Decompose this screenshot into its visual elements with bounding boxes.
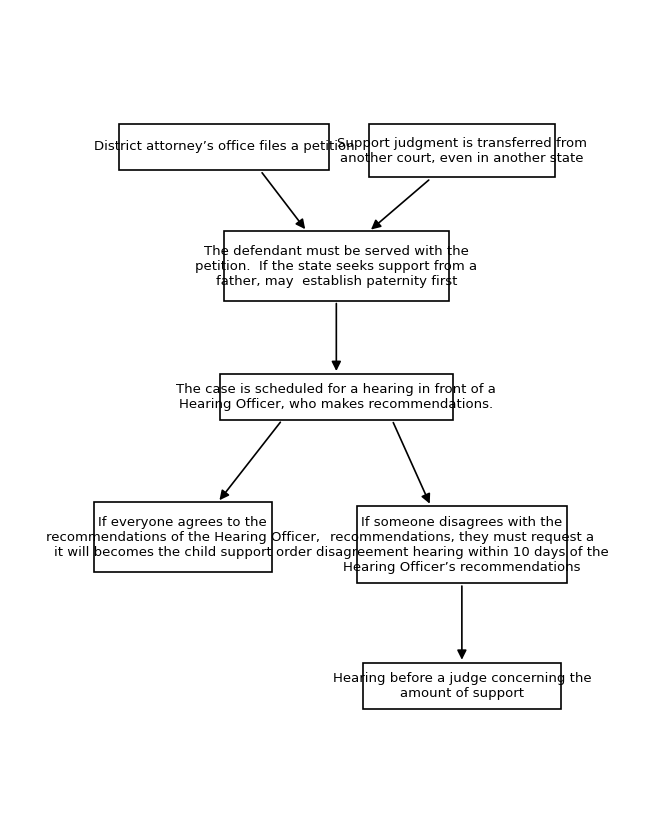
Text: The case is scheduled for a hearing in front of a
Hearing Officer, who makes rec: The case is scheduled for a hearing in f…: [176, 383, 496, 411]
FancyArrowPatch shape: [373, 180, 429, 228]
FancyBboxPatch shape: [357, 506, 566, 583]
FancyArrowPatch shape: [262, 173, 304, 227]
Text: If everyone agrees to the
recommendations of the Hearing Officer,
it will become: If everyone agrees to the recommendation…: [46, 515, 320, 559]
FancyBboxPatch shape: [94, 502, 272, 572]
FancyBboxPatch shape: [120, 124, 328, 170]
FancyArrowPatch shape: [221, 422, 281, 499]
FancyArrowPatch shape: [394, 423, 429, 502]
Text: District attorney’s office files a petition: District attorney’s office files a petit…: [94, 140, 354, 153]
Text: Support judgment is transferred from
another court, even in another state: Support judgment is transferred from ano…: [337, 137, 587, 164]
FancyBboxPatch shape: [224, 231, 449, 301]
Text: If someone disagrees with the
recommendations, they must request a
disagreement : If someone disagrees with the recommenda…: [315, 516, 608, 573]
FancyBboxPatch shape: [220, 374, 453, 420]
FancyArrowPatch shape: [332, 303, 340, 369]
FancyBboxPatch shape: [363, 663, 560, 708]
Text: The defendant must be served with the
petition.  If the state seeks support from: The defendant must be served with the pe…: [195, 245, 478, 287]
FancyBboxPatch shape: [369, 124, 555, 178]
FancyArrowPatch shape: [458, 586, 466, 658]
Text: Hearing before a judge concerning the
amount of support: Hearing before a judge concerning the am…: [332, 672, 591, 699]
